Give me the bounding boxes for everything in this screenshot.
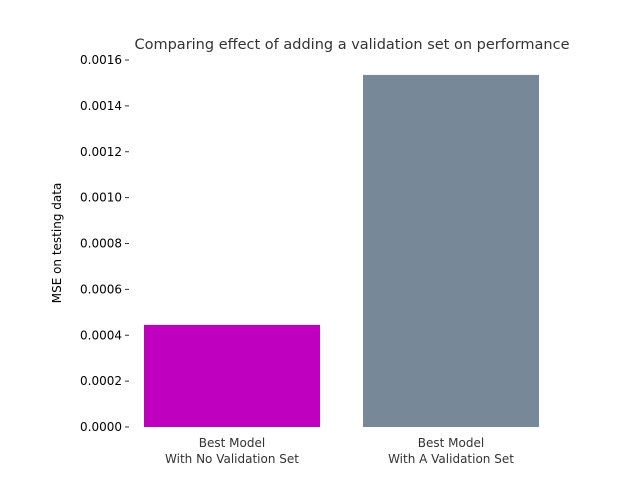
y-tick-label: 0.0014 — [80, 99, 122, 113]
y-tick-label: 0.0016 — [80, 53, 122, 67]
y-tick-label: 0.0012 — [80, 145, 122, 159]
x-axis: Best Model With No Validation Set Best Mod… — [165, 436, 514, 466]
bar — [144, 324, 320, 427]
x-tick-label: Best Model With A Validation Set — [388, 436, 514, 466]
y-tick-label: 0.0000 — [80, 420, 122, 434]
x-tick-label: Best Model With No Validation Set — [165, 436, 299, 466]
y-axis-label: MSE on testing data — [50, 183, 64, 304]
y-axis: 0.0000 0.0002 0.0004 0.0006 0.0008 0.0010 0.00… — [80, 53, 129, 434]
chart-title: Comparing effect of adding a validation … — [134, 37, 569, 53]
bar — [363, 74, 539, 428]
y-tick-label: 0.0004 — [80, 328, 122, 342]
y-tick-label: 0.0002 — [80, 374, 122, 388]
y-tick-label: 0.0008 — [80, 237, 122, 251]
bars-group — [144, 74, 539, 428]
y-tick-label: 0.0010 — [80, 191, 122, 205]
y-tick-label: 0.0006 — [80, 282, 122, 296]
